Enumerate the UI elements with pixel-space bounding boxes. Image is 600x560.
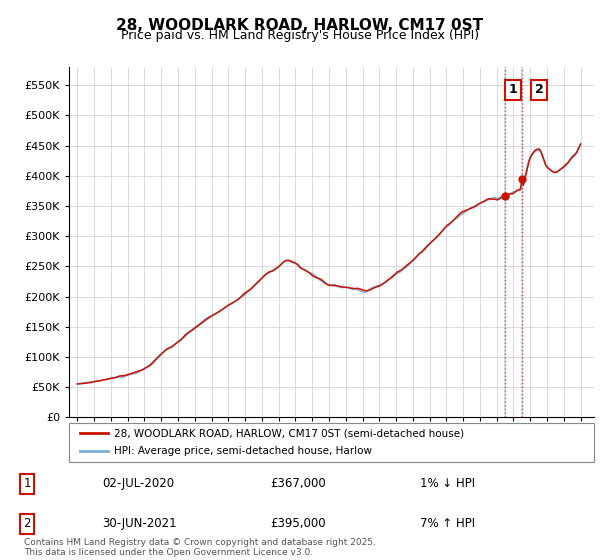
Text: 1% ↓ HPI: 1% ↓ HPI [420,477,475,491]
Text: 7% ↑ HPI: 7% ↑ HPI [420,517,475,530]
Text: £367,000: £367,000 [270,477,326,491]
Text: 02-JUL-2020: 02-JUL-2020 [102,477,174,491]
Text: 28, WOODLARK ROAD, HARLOW, CM17 0ST (semi-detached house): 28, WOODLARK ROAD, HARLOW, CM17 0ST (sem… [113,428,464,438]
Bar [521,67,523,417]
Text: 28, WOODLARK ROAD, HARLOW, CM17 0ST: 28, WOODLARK ROAD, HARLOW, CM17 0ST [116,18,484,33]
Text: 2: 2 [23,517,31,530]
Bar [504,67,506,417]
Text: 2: 2 [535,83,543,96]
Text: HPI: Average price, semi-detached house, Harlow: HPI: Average price, semi-detached house,… [113,446,371,456]
Text: Price paid vs. HM Land Registry's House Price Index (HPI): Price paid vs. HM Land Registry's House … [121,29,479,42]
Text: 1: 1 [23,477,31,491]
Text: 1: 1 [508,83,517,96]
Text: 30-JUN-2021: 30-JUN-2021 [102,517,176,530]
Text: £395,000: £395,000 [270,517,326,530]
Text: Contains HM Land Registry data © Crown copyright and database right 2025.
This d: Contains HM Land Registry data © Crown c… [24,538,376,557]
